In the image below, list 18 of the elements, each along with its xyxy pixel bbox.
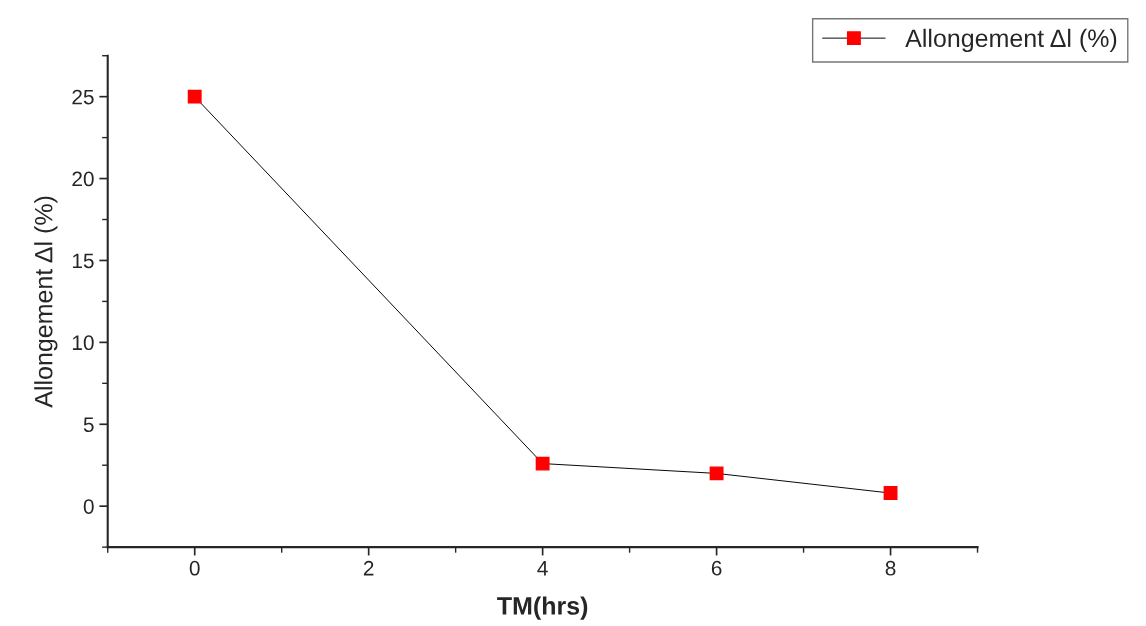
y-tick-label: 20 <box>72 171 94 187</box>
x-tick-label: 4 <box>537 561 548 576</box>
y-tick-label: 25 <box>72 89 94 105</box>
point <box>883 486 898 501</box>
y-tick-label: 0 <box>83 499 94 514</box>
y-axis-title: Allongement Δl (%) <box>34 196 58 408</box>
point <box>709 466 724 481</box>
x-tick-label: 0 <box>189 560 200 576</box>
point <box>535 456 550 471</box>
point <box>187 89 202 104</box>
y-tick-label: 10 <box>72 335 94 351</box>
y-tick-label: 15 <box>72 253 94 269</box>
x-tick-label: 8 <box>885 560 896 576</box>
legend-label: Allongement Δl (%) <box>905 28 1117 53</box>
x-tick-label: 2 <box>363 560 374 576</box>
x-axis-title: TM(hrs) <box>497 596 588 620</box>
x-tick-label: 6 <box>711 560 722 576</box>
y-tick-label: 5 <box>83 417 94 433</box>
